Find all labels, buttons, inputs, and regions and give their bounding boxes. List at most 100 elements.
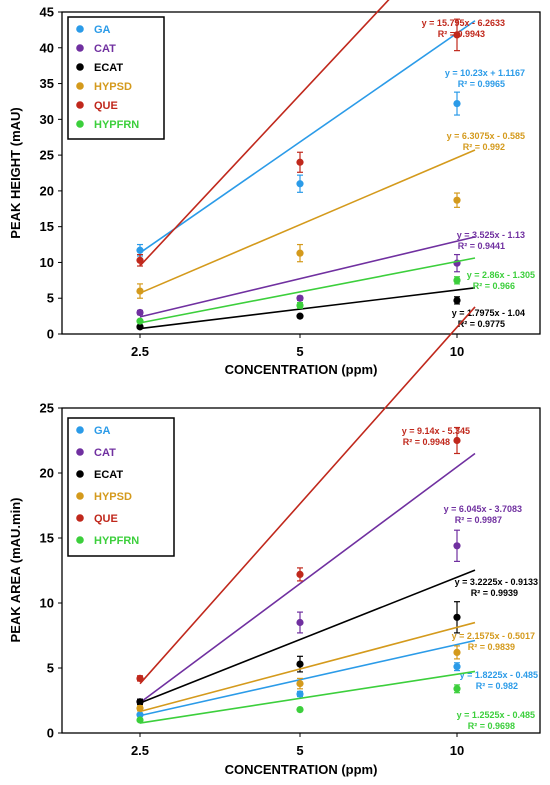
trendline-r2: R² = 0.9441 bbox=[458, 241, 505, 251]
data-point bbox=[296, 249, 304, 257]
trendline-r2: R² = 0.9939 bbox=[471, 588, 518, 598]
data-point bbox=[296, 706, 304, 714]
legend-marker bbox=[76, 120, 84, 128]
trendline bbox=[139, 236, 476, 318]
trendline-r2: R² = 0.9965 bbox=[458, 79, 505, 89]
data-point bbox=[136, 256, 144, 264]
data-point bbox=[296, 570, 304, 579]
trendline-equation: y = 6.045x - 3.7083 bbox=[444, 504, 522, 514]
trendline-r2: R² = 0.9839 bbox=[468, 642, 515, 652]
data-point bbox=[453, 31, 461, 39]
legend-marker bbox=[76, 82, 84, 90]
trendline bbox=[139, 621, 476, 713]
data-point bbox=[296, 312, 304, 320]
trendline-equation: y = 2.1575x - 0.5017 bbox=[452, 631, 535, 641]
data-point bbox=[296, 294, 304, 302]
legend-marker bbox=[76, 63, 84, 71]
plot-frame bbox=[61, 11, 541, 335]
x-tick-label: 2.5 bbox=[131, 743, 149, 758]
trendline-equation: y = 3.525x - 1.13 bbox=[457, 230, 525, 240]
legend-label: QUE bbox=[94, 100, 118, 112]
data-point bbox=[136, 287, 144, 295]
data-point bbox=[453, 663, 461, 671]
legend-label: CAT bbox=[94, 447, 116, 459]
trendline-equation: y = 10.23x + 1.1167 bbox=[445, 68, 525, 78]
y-tick-label: 10 bbox=[40, 255, 54, 270]
data-point bbox=[136, 704, 144, 712]
data-point bbox=[453, 99, 461, 108]
data-point bbox=[136, 711, 144, 719]
x-tick-label: 10 bbox=[450, 743, 464, 758]
trendline-equation: y = 2.86x - 1.305 bbox=[467, 270, 535, 280]
legend-marker bbox=[76, 514, 84, 522]
y-axis-label: PEAK HEIGHT (mAU) bbox=[8, 107, 23, 238]
chart-2: 0 5 10 15 20 25 2.5 5 10 CONCENTRATION (ppm) PEAK … bbox=[8, 306, 541, 777]
legend-marker bbox=[76, 470, 84, 478]
data-point bbox=[136, 698, 144, 706]
legend-marker bbox=[76, 25, 84, 33]
trendline-equation: y = 9.14x - 5.345 bbox=[402, 426, 470, 436]
trendline bbox=[139, 257, 476, 324]
legend-marker bbox=[76, 448, 84, 456]
legend-marker bbox=[76, 492, 84, 500]
legend-label: QUE bbox=[94, 513, 118, 525]
trendline-equation: y = 1.2525x - 0.485 bbox=[457, 710, 535, 720]
data-point bbox=[453, 685, 461, 693]
data-point bbox=[136, 716, 144, 724]
y-axis-label: PEAK AREA (mAU.min) bbox=[8, 498, 23, 643]
data-point bbox=[453, 542, 461, 550]
data-point bbox=[296, 680, 304, 688]
legend-box bbox=[67, 417, 175, 557]
legend-label: GA bbox=[94, 425, 111, 437]
trendline bbox=[139, 149, 476, 294]
trendline-equation: y = 6.3075x - 0.585 bbox=[447, 131, 525, 141]
legend-label: CAT bbox=[94, 43, 116, 55]
legend-box bbox=[67, 16, 165, 140]
data-point bbox=[136, 317, 144, 325]
data-point bbox=[136, 246, 144, 254]
legend: GA CAT ECAT HYPSD QUE HYPFRN bbox=[67, 16, 165, 140]
trendline bbox=[139, 0, 390, 267]
trendline bbox=[139, 287, 476, 330]
legend-marker bbox=[76, 44, 84, 52]
y-tick-label: 0 bbox=[47, 726, 54, 741]
legend-label: ECAT bbox=[94, 469, 123, 481]
y-tick-label: 25 bbox=[40, 148, 54, 163]
y-tick-label: 20 bbox=[40, 466, 54, 481]
data-point bbox=[136, 674, 144, 683]
y-tick-label: 15 bbox=[40, 531, 54, 546]
trendline-equation: y = 3.2225x - 0.9133 bbox=[455, 577, 538, 587]
y-tick-label: 5 bbox=[47, 661, 54, 676]
trendline-equation: y = 1.8225x - 0.485 bbox=[460, 670, 538, 680]
y-tick-label: 15 bbox=[40, 219, 54, 234]
trendline bbox=[139, 670, 476, 724]
trendline bbox=[139, 569, 476, 704]
x-tick-label: 10 bbox=[450, 344, 464, 359]
data-point bbox=[136, 308, 144, 317]
legend-marker bbox=[76, 536, 84, 544]
data-point bbox=[453, 613, 461, 621]
trendline bbox=[139, 452, 476, 704]
data-point bbox=[453, 436, 461, 445]
y-tick-label: 35 bbox=[40, 76, 54, 91]
trendline bbox=[139, 639, 476, 717]
trendline-r2: R² = 0.9775 bbox=[458, 319, 505, 329]
trendline-r2: R² = 0.966 bbox=[473, 281, 515, 291]
data-point bbox=[453, 276, 461, 284]
data-point bbox=[296, 180, 304, 188]
y-tick-label: 20 bbox=[40, 183, 54, 198]
data-point bbox=[296, 301, 304, 309]
data-point bbox=[296, 618, 304, 627]
trendline-equation: y = 1.7975x - 1.04 bbox=[452, 308, 525, 318]
trendline bbox=[139, 306, 476, 685]
trendline bbox=[139, 20, 476, 254]
